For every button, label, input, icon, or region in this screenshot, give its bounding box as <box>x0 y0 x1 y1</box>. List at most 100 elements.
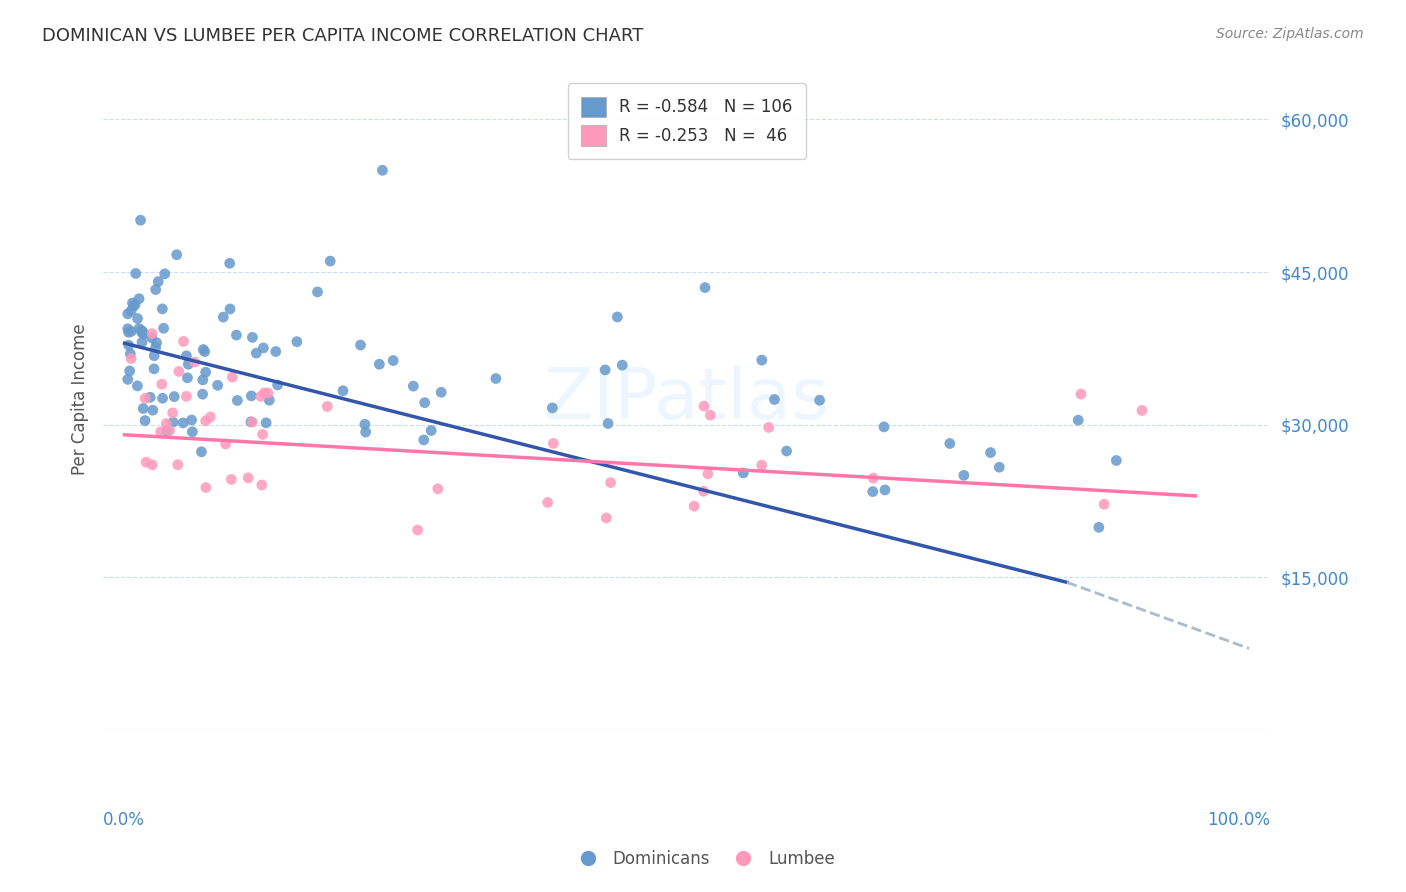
Point <box>134 414 156 428</box>
Point <box>1130 403 1153 417</box>
Point <box>156 424 179 438</box>
Point <box>266 378 288 392</box>
Point <box>988 460 1011 475</box>
Point <box>259 393 281 408</box>
Point <box>862 471 884 485</box>
Point <box>141 458 163 472</box>
Text: Source: ZipAtlas.com: Source: ZipAtlas.com <box>1216 27 1364 41</box>
Point <box>257 386 280 401</box>
Point <box>212 310 235 324</box>
Text: 100.0%: 100.0% <box>1208 811 1271 830</box>
Text: 0.0%: 0.0% <box>103 811 145 830</box>
Point <box>194 481 217 495</box>
Point <box>176 371 198 385</box>
Point <box>176 389 198 403</box>
Point <box>145 335 167 350</box>
Point <box>207 378 229 392</box>
Point <box>606 310 628 324</box>
Point <box>599 475 621 490</box>
Point <box>537 495 560 509</box>
Point <box>693 280 716 294</box>
Point <box>167 364 190 378</box>
Point <box>145 340 167 354</box>
Point <box>692 484 714 499</box>
Point <box>118 364 141 378</box>
Point <box>541 401 564 415</box>
Point <box>129 213 152 227</box>
Point <box>612 358 634 372</box>
Point <box>240 415 263 429</box>
Point <box>127 379 149 393</box>
Point <box>117 322 139 336</box>
Point <box>1070 387 1092 401</box>
Point <box>1088 520 1111 534</box>
Point <box>225 328 247 343</box>
Point <box>176 349 198 363</box>
Point <box>253 385 276 400</box>
Point <box>131 326 153 340</box>
Point <box>166 248 188 262</box>
Point <box>135 455 157 469</box>
Point <box>699 409 721 423</box>
Point <box>131 324 153 338</box>
Point <box>120 303 142 318</box>
Point <box>159 424 181 438</box>
Point <box>120 351 142 366</box>
Point <box>758 420 780 434</box>
Point <box>245 346 267 360</box>
Point <box>194 414 217 428</box>
Point <box>319 254 342 268</box>
Point <box>285 334 308 349</box>
Point <box>751 353 773 368</box>
Point <box>132 326 155 340</box>
Point <box>191 373 214 387</box>
Point <box>117 307 139 321</box>
Point <box>184 355 207 369</box>
Point <box>1105 453 1128 467</box>
Point <box>139 390 162 404</box>
Point <box>332 384 354 398</box>
Point <box>122 299 145 313</box>
Point <box>354 417 377 432</box>
Point <box>264 344 287 359</box>
Point <box>696 467 718 481</box>
Point <box>218 256 240 270</box>
Point <box>354 425 377 439</box>
Point <box>238 471 260 485</box>
Point <box>430 385 453 400</box>
Point <box>200 409 222 424</box>
Point <box>307 285 329 299</box>
Point <box>180 413 202 427</box>
Y-axis label: Per Capita Income: Per Capita Income <box>72 324 89 475</box>
Point <box>142 403 165 417</box>
Point <box>153 267 176 281</box>
Point <box>242 330 264 344</box>
Point <box>166 458 188 472</box>
Point <box>190 445 212 459</box>
Point <box>215 437 238 451</box>
Point <box>117 372 139 386</box>
Point <box>543 436 565 450</box>
Point <box>121 296 143 310</box>
Point <box>132 401 155 416</box>
Point <box>191 387 214 401</box>
Point <box>177 357 200 371</box>
Point <box>402 379 425 393</box>
Point <box>775 444 797 458</box>
Point <box>426 482 449 496</box>
Point <box>125 267 148 281</box>
Point <box>371 163 394 178</box>
Point <box>382 353 405 368</box>
Point <box>751 458 773 472</box>
Point <box>172 334 194 349</box>
Point <box>128 321 150 335</box>
Point <box>172 416 194 430</box>
Point <box>808 393 831 408</box>
Point <box>412 433 434 447</box>
Point <box>193 343 215 357</box>
Point <box>117 325 139 339</box>
Point <box>240 389 263 403</box>
Point <box>368 357 391 371</box>
Point <box>117 338 139 352</box>
Point <box>349 338 371 352</box>
